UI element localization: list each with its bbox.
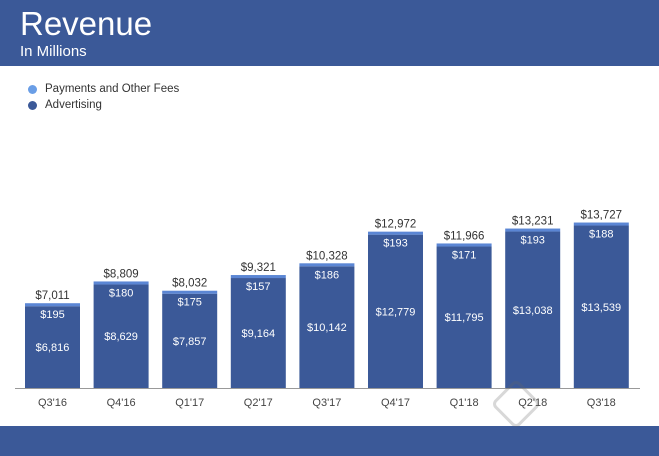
bar-payments <box>573 222 629 226</box>
label-advertising: $13,539 <box>581 302 621 314</box>
bar-advertising <box>25 306 80 388</box>
bar-advertising <box>505 231 561 388</box>
legend-item-advertising: Advertising <box>28 97 179 113</box>
label-advertising: $8,629 <box>104 331 138 343</box>
x-tick-label: Q1'18 <box>450 397 479 409</box>
label-payments: $171 <box>452 249 476 261</box>
header-band: Revenue In Millions <box>0 0 659 66</box>
chart-legend: Payments and Other Fees Advertising <box>28 81 179 113</box>
label-payments: $180 <box>109 287 133 299</box>
label-total: $8,032 <box>172 278 207 290</box>
label-total: $13,231 <box>512 216 554 228</box>
legend-dot-advertising <box>28 100 37 110</box>
watermark-shape-icon <box>490 378 542 430</box>
bar-advertising <box>299 266 355 388</box>
label-advertising: $6,816 <box>36 342 70 354</box>
bar-advertising <box>368 234 423 388</box>
label-total: $10,328 <box>306 250 348 262</box>
label-advertising: $11,795 <box>445 312 484 324</box>
label-total: $13,727 <box>581 210 623 222</box>
bar-payments <box>436 243 492 247</box>
bar-payments <box>162 290 218 294</box>
label-total: $7,011 <box>35 290 69 302</box>
watermark-logo <box>480 378 659 430</box>
legend-label-advertising: Advertising <box>45 99 102 111</box>
label-payments: $193 <box>520 235 544 247</box>
bar-payments <box>230 275 286 279</box>
x-tick-label: Q2'18 <box>518 397 547 409</box>
bar-advertising <box>573 225 629 388</box>
x-tick-label: Q4'16 <box>107 397 136 409</box>
page-subtitle: In Millions <box>20 43 87 60</box>
bar-payments <box>299 263 355 267</box>
bar-payments <box>93 281 149 285</box>
label-advertising: $9,164 <box>241 328 275 340</box>
label-total: $8,809 <box>104 268 139 280</box>
bar-advertising <box>162 293 218 388</box>
page-title: Revenue <box>20 5 153 42</box>
label-payments: $193 <box>383 238 407 250</box>
label-total: $12,972 <box>375 219 417 231</box>
footer-band <box>0 426 659 456</box>
legend-label-payments: Payments and Other Fees <box>45 83 180 95</box>
legend-item-payments: Payments and Other Fees <box>28 81 179 97</box>
bar-payments <box>505 228 561 232</box>
label-payments: $195 <box>40 309 64 321</box>
label-payments: $175 <box>177 297 201 309</box>
label-total: $11,966 <box>444 230 485 242</box>
label-advertising: $10,142 <box>307 322 347 334</box>
label-advertising: $13,038 <box>513 305 553 317</box>
label-payments: $186 <box>315 269 339 281</box>
bar-payments <box>25 303 80 307</box>
label-payments: $188 <box>589 229 613 241</box>
revenue-chart: $6,816 $195 $7,011 Q3'16 $8,629 $180 $8,809 Q4'… <box>15 210 640 409</box>
bar-advertising <box>230 278 286 388</box>
bar-advertising <box>436 246 492 388</box>
x-tick-label: Q2'17 <box>244 397 273 409</box>
bar-payments <box>368 231 423 235</box>
label-total: $9,321 <box>241 262 276 274</box>
x-tick-label: Q1'17 <box>175 397 204 409</box>
bar-advertising <box>93 284 149 388</box>
x-tick-label: Q3'16 <box>38 397 67 409</box>
label-advertising: $12,779 <box>376 306 416 318</box>
label-advertising: $7,857 <box>173 336 207 348</box>
x-tick-label: Q4'17 <box>381 397 410 409</box>
x-tick-label: Q3'18 <box>587 397 616 409</box>
x-tick-label: Q3'17 <box>312 397 341 409</box>
label-payments: $157 <box>246 281 270 293</box>
legend-dot-payments <box>28 84 37 94</box>
